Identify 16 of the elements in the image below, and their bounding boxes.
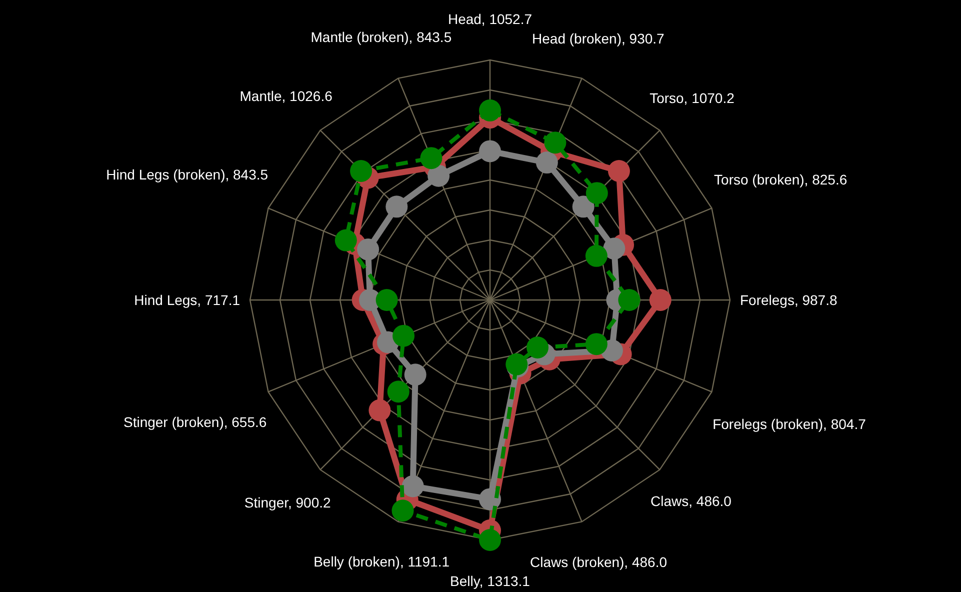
spoke-label: Hind Legs, 717.1	[134, 292, 240, 308]
spoke-label: Torso, 1070.2	[650, 90, 735, 106]
spoke-label: Mantle, 1026.6	[240, 88, 333, 104]
spoke-label: Belly, 1313.1	[450, 572, 530, 589]
spoke-label: Forelegs, 987.8	[740, 292, 838, 308]
spoke-label: Torso (broken), 825.6	[714, 172, 848, 188]
spoke-label: Mantle (broken), 843.5	[310, 29, 452, 46]
spoke-label: Hind Legs (broken), 843.5	[106, 166, 268, 182]
spoke-label: Head, 1052.7	[448, 10, 532, 27]
spoke-label: Belly (broken), 1191.1	[314, 554, 450, 570]
spoke-label: Claws, 486.0	[650, 492, 732, 509]
spoke-label: Claws (broken), 486.0	[530, 554, 668, 570]
spoke-label: Head (broken), 930.7	[532, 30, 665, 47]
spoke-label: Stinger (broken), 655.6	[123, 414, 267, 430]
spoke-label: Stinger, 900.2	[244, 494, 332, 510]
spoke-label: Forelegs (broken), 804.7	[712, 416, 866, 432]
